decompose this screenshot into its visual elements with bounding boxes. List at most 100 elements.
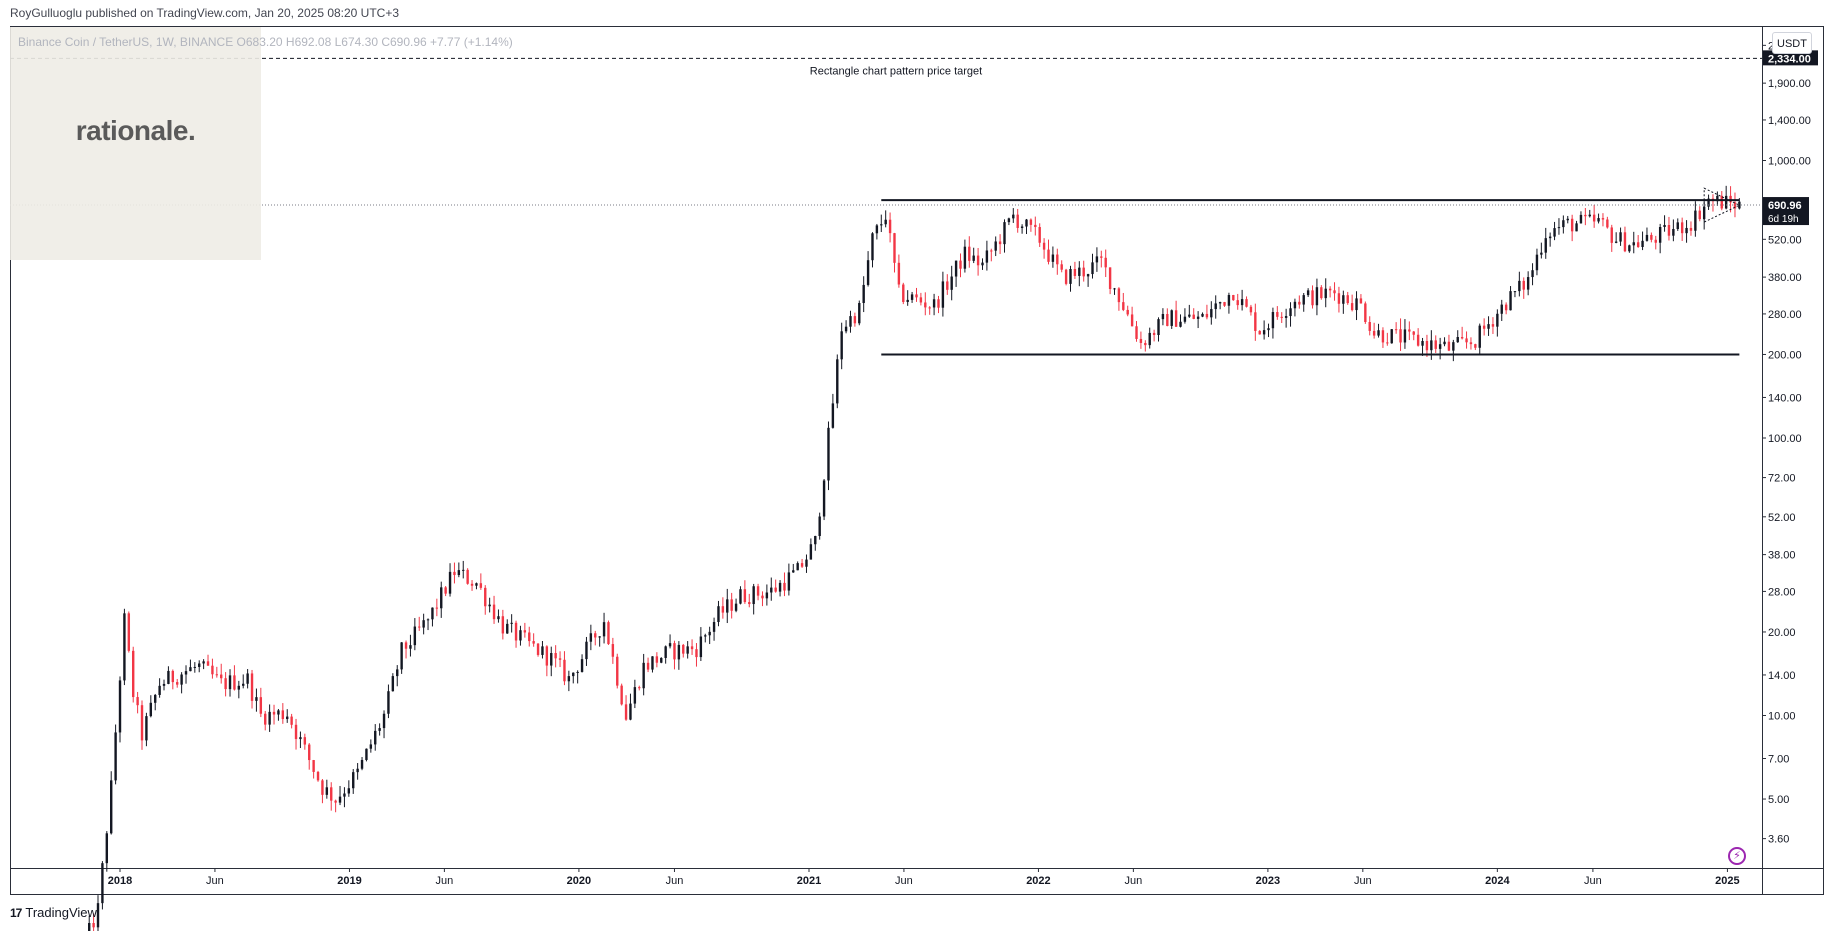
candle-body	[871, 233, 874, 261]
candle-body	[1390, 329, 1393, 344]
candle-body	[1064, 269, 1068, 284]
candle-body	[1183, 316, 1187, 322]
candle-body	[497, 616, 500, 620]
candle-body	[1073, 269, 1077, 276]
candle-body	[501, 616, 505, 634]
candle-body	[730, 599, 733, 611]
candle-body	[673, 643, 676, 660]
candle-body	[193, 666, 197, 668]
candle-body	[1364, 303, 1367, 322]
time-tick-label: Jun	[1124, 875, 1142, 887]
candle-body	[338, 796, 342, 803]
candle-body	[1293, 301, 1297, 309]
candle-body	[585, 641, 588, 660]
candle-body	[994, 241, 997, 251]
candle-body	[787, 572, 791, 591]
candle-body	[1276, 312, 1279, 317]
candle-body	[1280, 316, 1283, 318]
candle-body	[365, 748, 368, 760]
candle-body	[1051, 254, 1055, 262]
candle-body	[1108, 267, 1112, 289]
candle-body	[92, 923, 95, 928]
candle-body	[611, 644, 615, 657]
candle-body	[1408, 329, 1411, 332]
lightning-icon[interactable]: ⚡	[1728, 847, 1746, 865]
candle-body	[1636, 242, 1640, 247]
candle-body	[1641, 240, 1644, 247]
candle-body	[598, 636, 601, 638]
time-tick-label: Jun	[895, 875, 913, 887]
bar-countdown-label: 6d 19h	[1768, 214, 1799, 225]
candle-body	[1513, 291, 1517, 293]
candle-body	[1240, 299, 1244, 306]
candle-body	[809, 544, 813, 560]
candle-body	[118, 680, 122, 733]
candle-body	[1144, 342, 1147, 346]
candle-body	[484, 587, 487, 607]
candle-body	[132, 650, 135, 698]
candle-body	[690, 646, 694, 650]
candle-body	[827, 427, 830, 481]
candle-body	[545, 646, 549, 666]
candle-body	[1333, 290, 1336, 294]
price-tick-label: 1,400.00	[1768, 115, 1811, 127]
candle-body	[330, 787, 333, 801]
symbol-legend[interactable]: Binance Coin / TetherUS, 1W, BINANCE O68…	[18, 35, 513, 49]
candle-body	[1324, 288, 1327, 299]
candle-body	[968, 246, 971, 261]
time-tick-label: 2021	[797, 875, 821, 887]
candle-body	[268, 711, 271, 725]
candle-body	[1179, 321, 1182, 327]
candle-body	[770, 587, 773, 593]
candle-body	[1170, 310, 1173, 326]
candle-body	[277, 710, 280, 715]
currency-button[interactable]: USDT	[1772, 32, 1812, 54]
candle-body	[1535, 254, 1539, 271]
candle-body	[127, 613, 131, 651]
candle-body	[409, 645, 412, 649]
candle-body	[1456, 336, 1459, 343]
candle-body	[1487, 324, 1490, 329]
candle-body	[1548, 236, 1552, 239]
candle-body	[1284, 316, 1288, 318]
candle-body	[1430, 340, 1433, 351]
candle-body	[602, 622, 606, 637]
current-price-label: 690.96	[1768, 200, 1802, 212]
candle-body	[840, 331, 843, 360]
candle-body	[1342, 295, 1345, 304]
candle-body	[796, 563, 799, 571]
candle-body	[853, 316, 857, 324]
candle-body	[928, 307, 931, 309]
candle-body	[836, 359, 839, 404]
candle-body	[1258, 330, 1261, 335]
candle-body	[1434, 340, 1437, 349]
candle-body	[475, 583, 478, 586]
candle-body	[404, 642, 408, 649]
candle-body	[1192, 314, 1195, 319]
price-axis: 3.60 5.00 7.00 10.00 14.00 20.00 28.00 38.00 52.…	[1762, 40, 1811, 846]
candle-body	[1038, 227, 1041, 243]
candle-body	[321, 780, 324, 795]
candle-body	[1289, 308, 1292, 317]
candle-body	[1166, 313, 1169, 326]
rationale-logo: rationale.	[75, 115, 196, 146]
candle-body	[875, 225, 879, 234]
candle-body	[391, 676, 395, 692]
candle-body	[211, 665, 214, 675]
candle-body	[1082, 267, 1085, 277]
candle-body	[567, 676, 571, 682]
candle-body	[1575, 223, 1578, 232]
candle-body	[1689, 227, 1693, 231]
candle-body	[1438, 344, 1442, 349]
candle-body	[334, 800, 337, 803]
candle-body	[347, 788, 351, 794]
candle-body	[352, 772, 355, 789]
candle-body	[572, 672, 575, 677]
candle-body	[1540, 252, 1543, 255]
candle-body	[435, 607, 439, 609]
candle-body	[110, 780, 113, 834]
candle-body	[101, 863, 104, 904]
candle-body	[1650, 234, 1653, 240]
candle-body	[1707, 198, 1710, 207]
